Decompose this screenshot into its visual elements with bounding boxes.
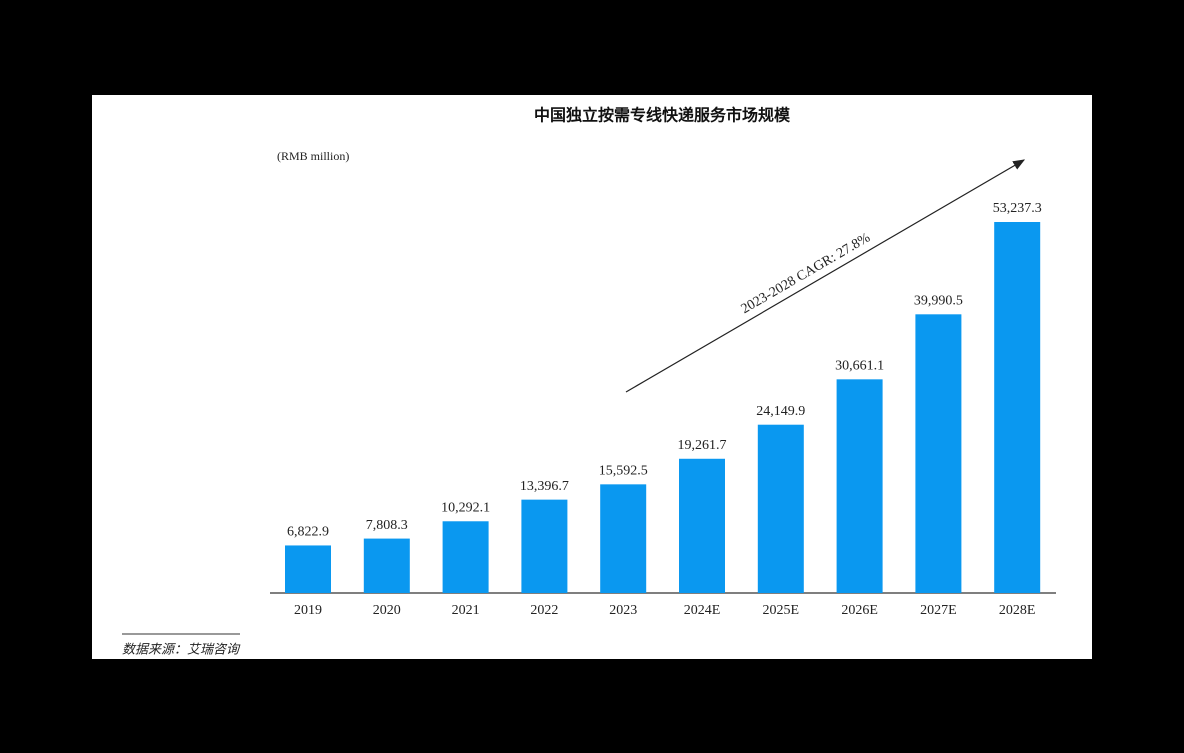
bar xyxy=(757,424,804,593)
value-label: 53,237.3 xyxy=(993,201,1042,216)
value-label: 15,592.5 xyxy=(599,464,648,479)
bar xyxy=(600,484,647,593)
bar xyxy=(994,222,1041,593)
bar xyxy=(442,521,489,593)
x-tick-label: 2019 xyxy=(294,603,322,618)
chart-title: 中国独立按需专线快递服务市场规模 xyxy=(534,106,791,125)
value-label: 19,261.7 xyxy=(678,438,727,453)
x-tick-label: 2023 xyxy=(609,603,637,618)
value-label: 13,396.7 xyxy=(520,479,569,494)
x-tick-label: 2025E xyxy=(763,603,800,618)
bar xyxy=(363,538,410,593)
x-tick-label: 2026E xyxy=(841,603,878,618)
trend-arrow xyxy=(625,159,1026,393)
value-label: 24,149.9 xyxy=(756,404,805,419)
value-label: 10,292.1 xyxy=(441,500,490,515)
bar xyxy=(915,314,962,593)
unit-label: (RMB million) xyxy=(277,149,349,163)
bar xyxy=(521,499,568,593)
value-label: 39,990.5 xyxy=(914,294,963,309)
x-tick-label: 2028E xyxy=(999,603,1036,618)
x-tick-label: 2022 xyxy=(530,603,558,618)
value-label: 6,822.9 xyxy=(287,525,329,540)
bar xyxy=(679,458,725,593)
x-tick-label: 2021 xyxy=(452,603,480,618)
x-tick-label: 2027E xyxy=(920,603,957,618)
value-label: 30,661.1 xyxy=(835,359,884,374)
value-label: 7,808.3 xyxy=(366,518,408,533)
bar xyxy=(836,379,883,593)
source-note: 数据来源：艾瑞咨询 xyxy=(122,643,241,658)
x-tick-label: 2020 xyxy=(373,603,401,618)
bar xyxy=(285,545,331,593)
x-tick-label: 2024E xyxy=(684,603,721,618)
